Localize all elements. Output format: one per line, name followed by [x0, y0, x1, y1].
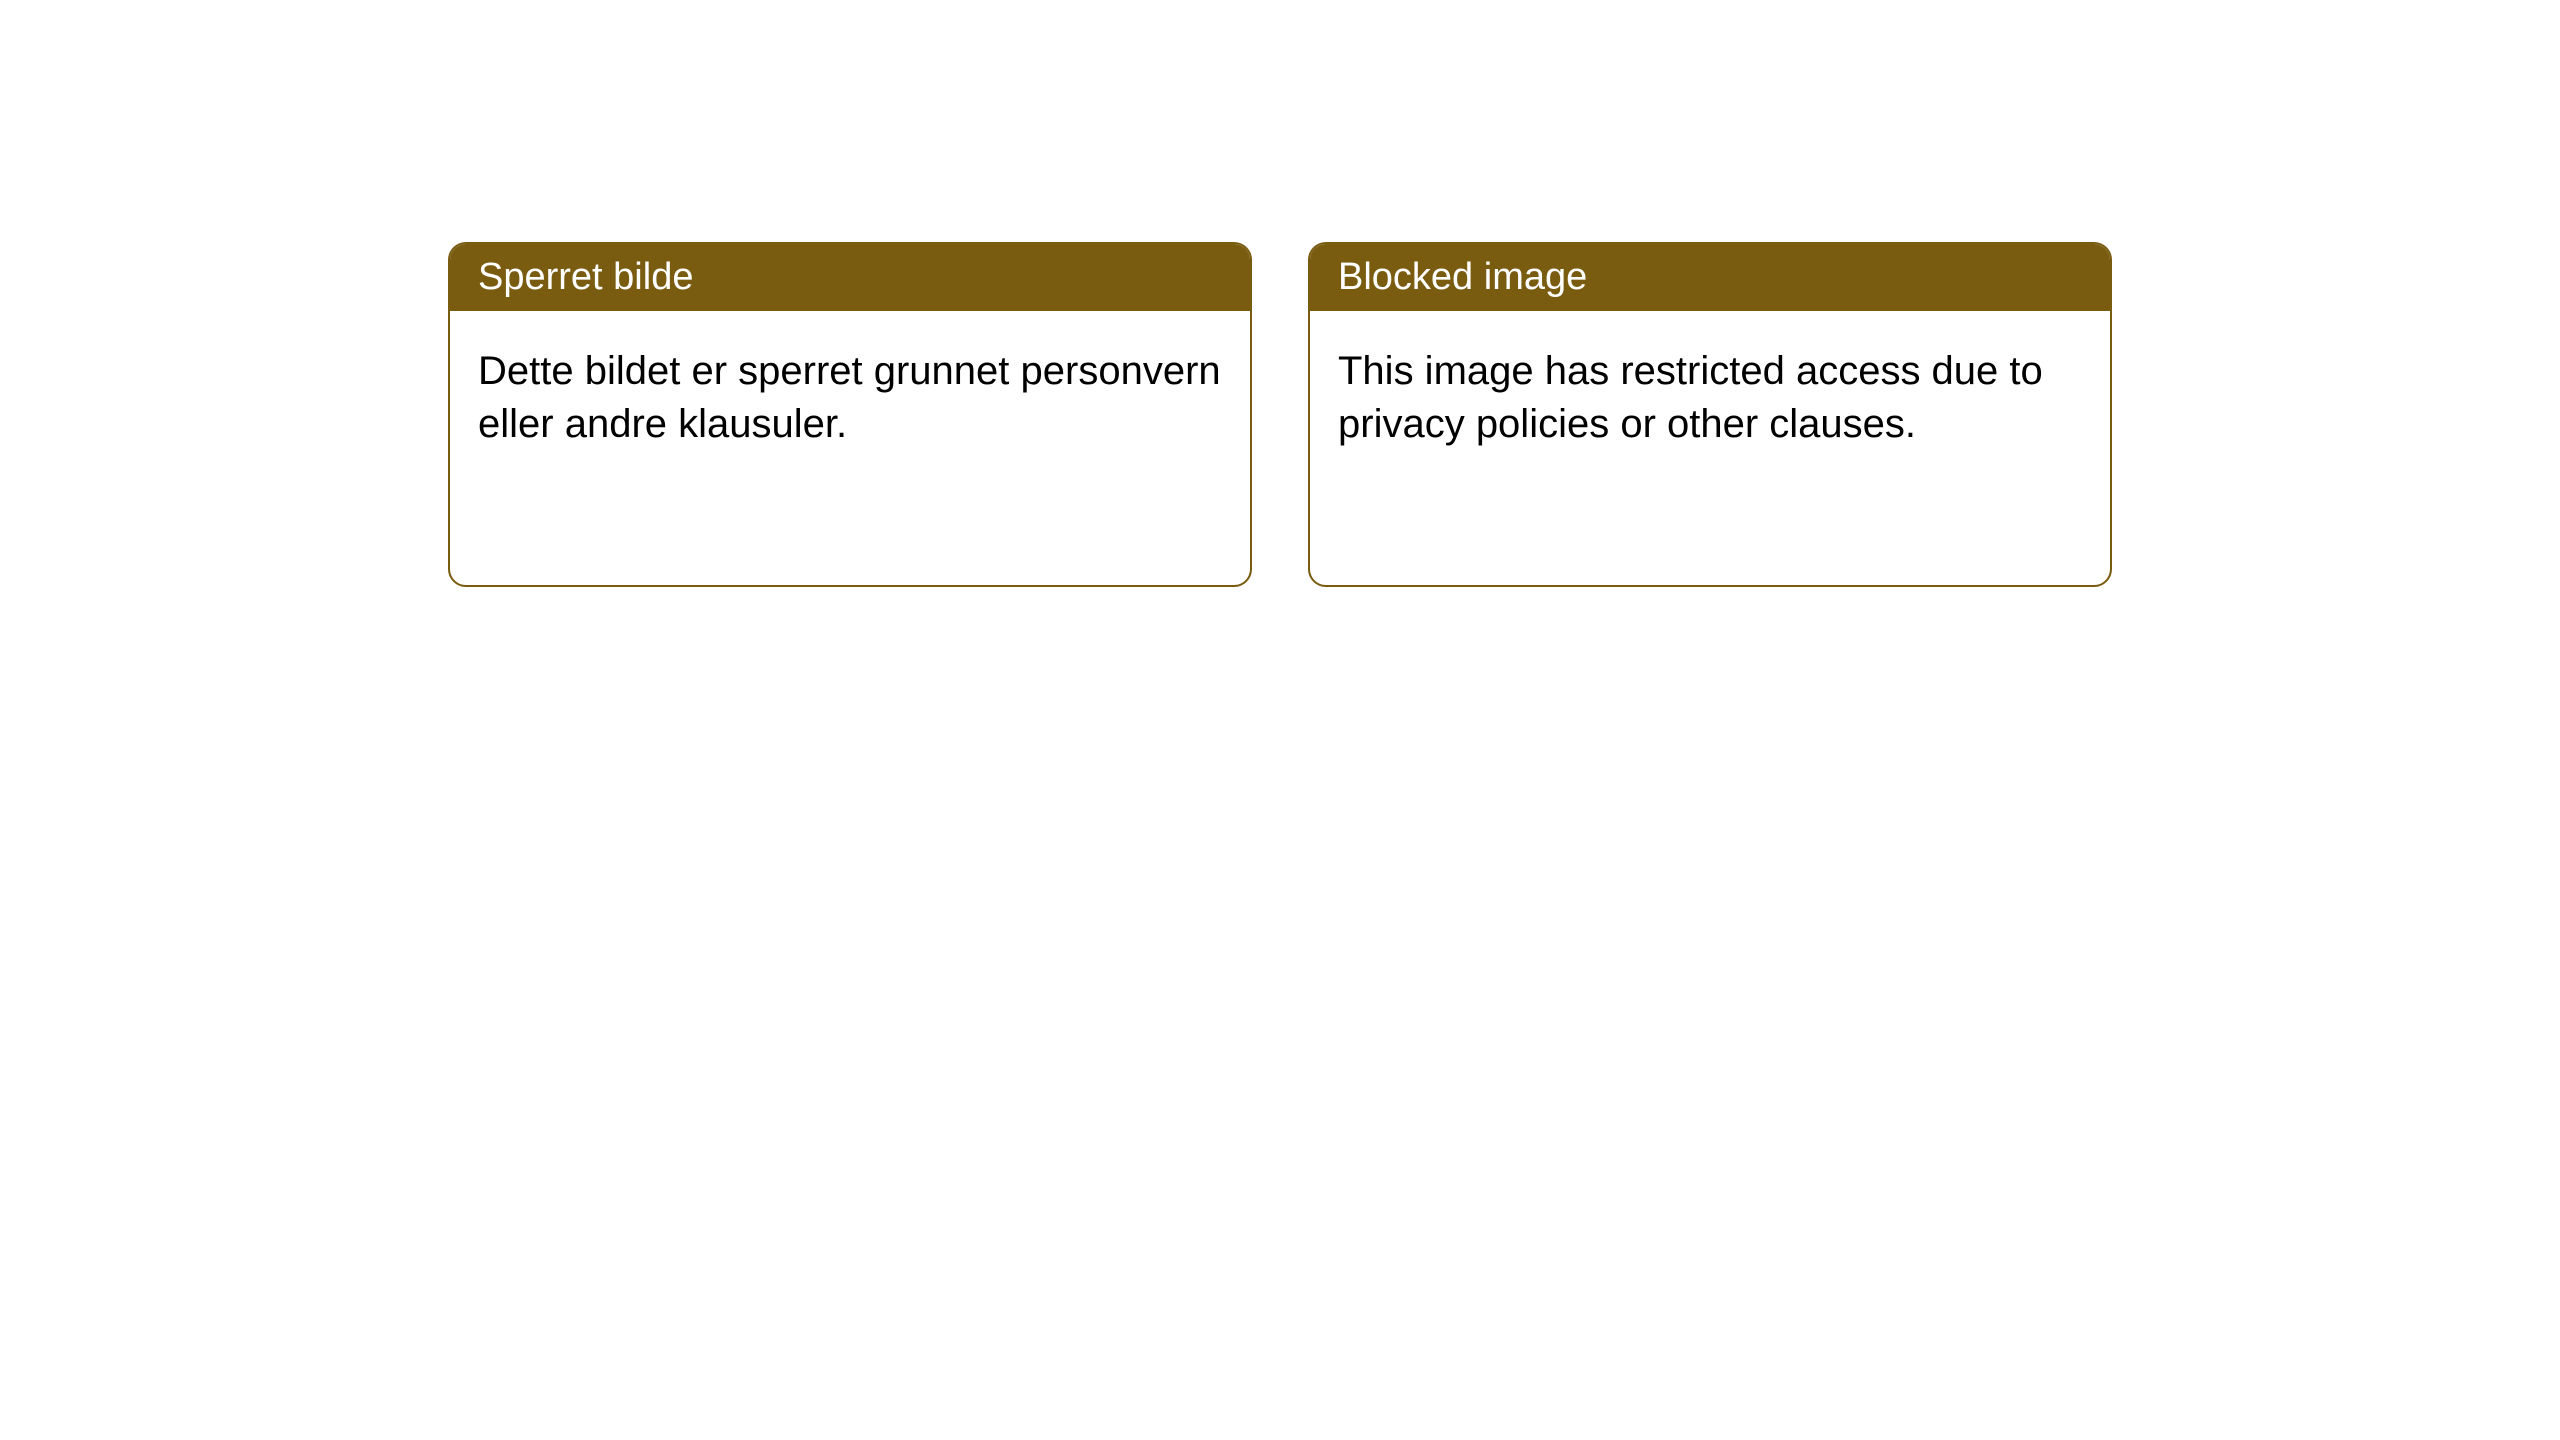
card-body-text: This image has restricted access due to … [1338, 345, 2082, 451]
card-header: Blocked image [1310, 244, 2110, 311]
card-body-text: Dette bildet er sperret grunnet personve… [478, 345, 1222, 451]
card-body: Dette bildet er sperret grunnet personve… [450, 311, 1250, 585]
card-header: Sperret bilde [450, 244, 1250, 311]
card-body: This image has restricted access due to … [1310, 311, 2110, 585]
notice-card-norwegian: Sperret bilde Dette bildet er sperret gr… [448, 242, 1252, 587]
notice-card-english: Blocked image This image has restricted … [1308, 242, 2112, 587]
card-title: Blocked image [1338, 256, 1587, 298]
notice-container: Sperret bilde Dette bildet er sperret gr… [0, 0, 2560, 587]
card-title: Sperret bilde [478, 256, 693, 298]
